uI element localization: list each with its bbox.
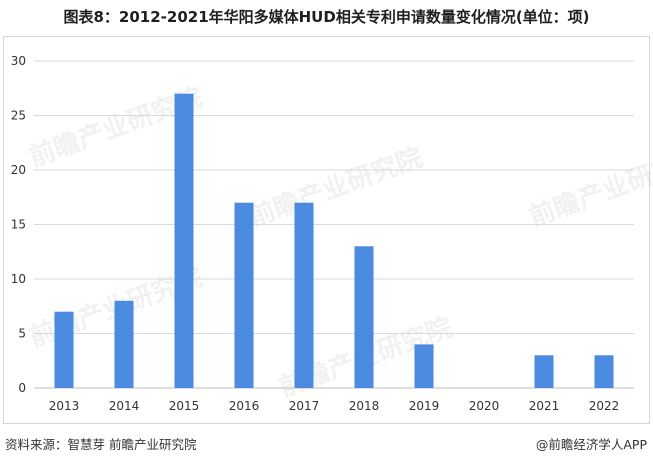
chart-area: 前瞻产业研究院 前瞻产业研究院 前瞻产业研究院 前瞻产业研究院 前瞻产业研究院 … <box>3 36 653 424</box>
x-tick-label: 2015 <box>169 399 200 413</box>
bar-2018 <box>354 246 374 388</box>
bar-2017 <box>294 202 314 388</box>
x-tick-label: 2022 <box>589 399 620 413</box>
bar-2021 <box>534 355 554 388</box>
source-note: 资料来源：智慧芽 前瞻产业研究院 <box>5 437 197 452</box>
y-tick-label: 0 <box>18 381 26 395</box>
bar-chart: 0 5 10 15 20 25 30 2013 2014 2015 2016 2017 2018 2019… <box>11 54 634 413</box>
y-tick-label: 5 <box>18 327 26 341</box>
brand-label: @前瞻经济学人APP <box>535 437 647 452</box>
bar-2016 <box>234 202 254 388</box>
x-tick-label: 2013 <box>49 399 80 413</box>
x-tick-label: 2018 <box>349 399 380 413</box>
y-tick-label: 15 <box>11 218 26 232</box>
x-tick-label: 2017 <box>289 399 320 413</box>
x-tick-label: 2020 <box>469 399 500 413</box>
bar-2013 <box>54 311 74 388</box>
bar-2015 <box>174 93 194 388</box>
bar-2022 <box>594 355 614 388</box>
y-tick-label: 10 <box>11 272 26 286</box>
y-tick-label: 20 <box>11 163 26 177</box>
y-tick-label: 30 <box>11 54 26 68</box>
x-tick-label: 2014 <box>109 399 140 413</box>
x-tick-label: 2021 <box>529 399 560 413</box>
x-tick-label: 2019 <box>409 399 440 413</box>
bar-2019 <box>414 344 434 388</box>
x-tick-label: 2016 <box>229 399 260 413</box>
bar-2014 <box>114 300 134 388</box>
y-tick-label: 25 <box>11 109 26 123</box>
chart-title: 图表8：2012-2021年华阳多媒体HUD相关专利申请数量变化情况(单位：项) <box>63 8 590 26</box>
